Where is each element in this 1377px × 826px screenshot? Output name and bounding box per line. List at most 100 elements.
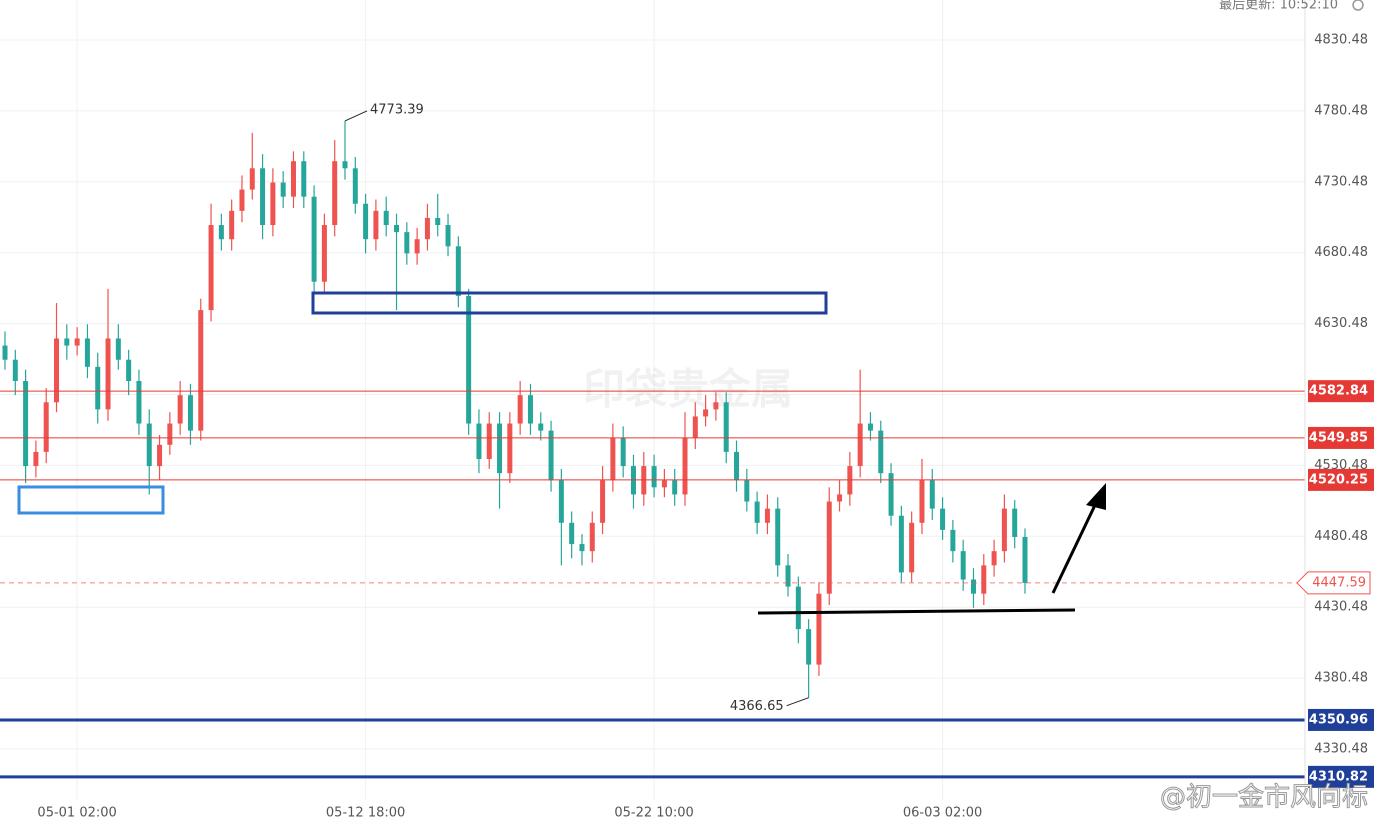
candle-body	[558, 480, 564, 523]
candle-body	[610, 437, 616, 481]
candle-body	[414, 239, 420, 254]
candle-body	[476, 423, 482, 459]
level-label: 4520.25	[1309, 472, 1368, 487]
candle-body	[600, 480, 606, 523]
candle-body	[157, 444, 163, 467]
candle-body	[837, 494, 843, 502]
candle-body	[1022, 536, 1028, 583]
candle-body	[126, 359, 132, 381]
y-tick-label: 4830.48	[1314, 33, 1368, 48]
level-label-box	[1308, 468, 1374, 491]
candle-body	[466, 295, 472, 424]
candle-body	[2, 345, 8, 360]
level-label-box	[1308, 426, 1374, 449]
candle-body	[229, 210, 235, 240]
x-tick-label: 05-12 18:00	[326, 806, 405, 821]
candle-body	[208, 225, 214, 311]
support-line	[757, 608, 1076, 615]
level-label-box	[1308, 708, 1374, 731]
candle-body	[23, 380, 29, 467]
last-price-label: 4447.59	[1312, 575, 1366, 590]
y-tick-label: 4380.48	[1314, 671, 1368, 686]
candle-body	[507, 423, 513, 474]
candle-body	[1001, 508, 1007, 552]
candle-body	[445, 225, 451, 247]
level-label-box	[1308, 380, 1374, 403]
zone-box	[17, 485, 165, 515]
annotation: 4773.39	[370, 102, 424, 117]
arrow-head	[1086, 483, 1106, 510]
candle-body	[857, 423, 863, 467]
candle-body	[43, 402, 49, 452]
candle-body	[692, 416, 698, 438]
candle-body	[1012, 508, 1018, 537]
candle-body	[136, 380, 142, 424]
candle-body	[929, 480, 935, 509]
y-axis: 4330.484380.484430.484480.484530.484580.…	[37, 0, 1374, 821]
level-label: 4350.96	[1309, 712, 1368, 727]
candle-body	[764, 508, 770, 523]
candles: 4773.39 4366.65	[0, 102, 1305, 779]
candle-body	[703, 409, 709, 417]
candle-body	[404, 232, 410, 254]
candle-body	[517, 395, 523, 424]
x-tick-label: 06-03 02:00	[903, 806, 982, 821]
y-tick-label: 4480.48	[1314, 529, 1368, 544]
arrow	[1051, 502, 1098, 594]
level-label: 4549.85	[1309, 430, 1368, 445]
watermark: 印袋贵金属	[583, 365, 793, 414]
last-price-box	[1296, 571, 1371, 595]
candle-body	[12, 359, 18, 381]
candle-body	[167, 423, 173, 445]
candle-body	[651, 466, 657, 488]
candle-body	[950, 529, 956, 552]
candle-body	[249, 168, 255, 190]
candle-body	[332, 161, 338, 226]
candle-body	[723, 402, 729, 452]
candle-body	[713, 402, 719, 410]
annotation: 4366.65	[730, 699, 784, 714]
candle-body	[177, 395, 183, 424]
candle-body	[95, 366, 101, 410]
candle-body	[970, 579, 976, 594]
candle-body	[981, 565, 987, 594]
candle-body	[744, 480, 750, 502]
candle-body	[795, 586, 801, 630]
candle-body	[878, 430, 884, 474]
y-tick-label: 4730.48	[1314, 174, 1368, 189]
candle-body	[620, 437, 626, 467]
y-tick-label: 4330.48	[1314, 741, 1368, 756]
candle-body	[940, 508, 946, 530]
candle-body	[435, 217, 441, 226]
candle-body	[311, 196, 317, 282]
candle-body	[579, 544, 585, 552]
candle-body	[826, 501, 832, 594]
candle-body	[806, 629, 812, 665]
y-tick-label: 4680.48	[1314, 245, 1368, 260]
refresh-icon[interactable]	[1352, 0, 1364, 11]
candle-body	[775, 508, 781, 566]
y-tick-label: 4780.48	[1314, 103, 1368, 118]
candle-body	[54, 338, 60, 403]
candle-body	[187, 395, 193, 431]
candle-body	[301, 161, 307, 197]
y-tick-label: 4430.48	[1314, 600, 1368, 615]
candle-body	[898, 515, 904, 573]
candle-body	[919, 480, 925, 523]
candle-body	[33, 451, 39, 467]
candle-body	[682, 437, 688, 495]
candle-body	[290, 161, 296, 197]
candle-body	[497, 423, 503, 474]
candle-body	[342, 161, 348, 169]
candle-body	[424, 217, 430, 240]
candle-body	[260, 168, 266, 226]
annotation-line	[786, 697, 809, 707]
annotation-line	[344, 110, 368, 122]
candle-body	[785, 565, 791, 587]
x-tick-label: 05-22 10:00	[614, 806, 693, 821]
candle-body	[218, 225, 224, 240]
candle-body	[734, 451, 740, 481]
candle-body	[867, 423, 873, 431]
candle-body	[527, 395, 533, 424]
